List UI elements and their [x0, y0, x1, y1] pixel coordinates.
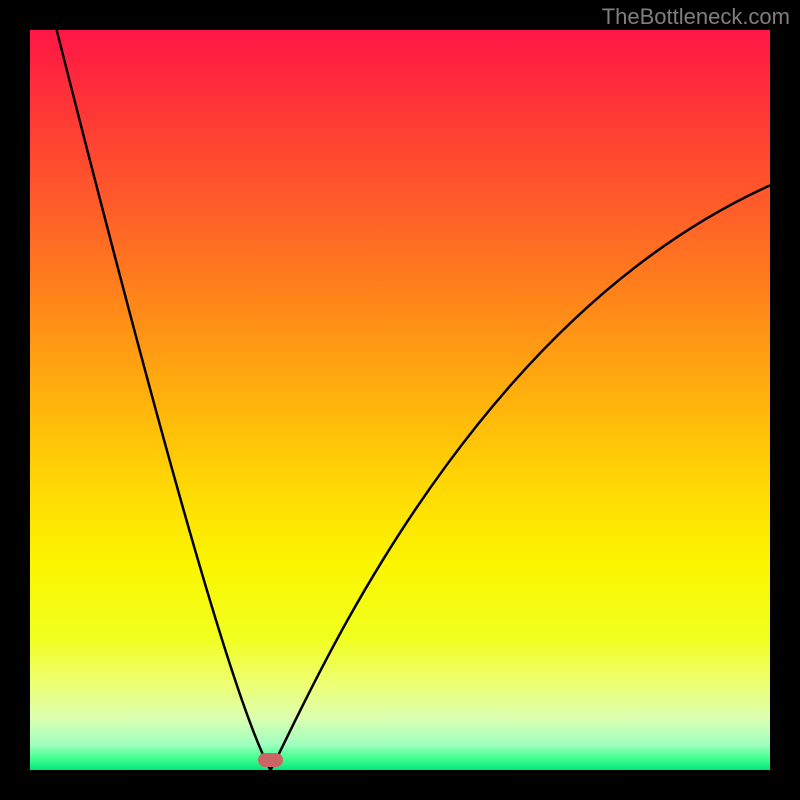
watermark-text: TheBottleneck.com: [602, 4, 790, 30]
curve-overlay: [30, 30, 770, 770]
optimum-marker: [258, 753, 282, 767]
bottleneck-curve: [57, 30, 770, 770]
plot-area: [30, 30, 770, 770]
